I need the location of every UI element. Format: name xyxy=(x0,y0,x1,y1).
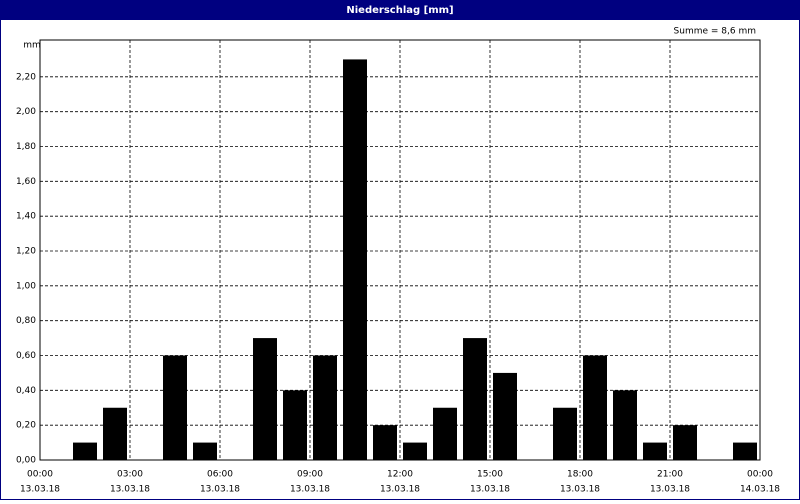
x-tick-label: 00:00 xyxy=(27,470,53,480)
bar xyxy=(343,59,367,461)
bar xyxy=(283,390,307,460)
y-tick-label: 0,00 xyxy=(16,456,36,466)
x-tick-label: 21:00 xyxy=(657,470,683,480)
bar xyxy=(403,442,427,460)
bar xyxy=(103,407,127,460)
bar xyxy=(733,442,757,460)
x-tick-date: 13.03.18 xyxy=(110,485,150,495)
bar xyxy=(643,442,667,460)
bar xyxy=(373,425,397,460)
x-tick-label: 15:00 xyxy=(477,470,503,480)
x-tick-label: 09:00 xyxy=(297,470,323,480)
x-tick-date: 13.03.18 xyxy=(200,485,240,495)
x-tick-date: 14.03.18 xyxy=(740,485,780,495)
y-tick-label: 1,60 xyxy=(16,177,36,187)
bar xyxy=(193,442,217,460)
x-tick-label: 12:00 xyxy=(387,470,413,480)
y-tick-label: 2,00 xyxy=(16,107,36,117)
x-tick-label: 06:00 xyxy=(207,470,233,480)
annotation: Summe = 8,6 mm xyxy=(674,27,756,37)
y-tick-label: 2,20 xyxy=(16,72,36,82)
bar xyxy=(493,372,517,460)
bar xyxy=(583,355,607,460)
x-tick-date: 13.03.18 xyxy=(290,485,330,495)
y-tick-label: 1,00 xyxy=(16,281,36,291)
title-bar xyxy=(0,0,800,20)
bar xyxy=(553,407,577,460)
y-tick-label: 1,20 xyxy=(16,247,36,257)
y-tick-label: 0,60 xyxy=(16,351,36,361)
chart-title: Niederschlag [mm] xyxy=(346,5,453,16)
bar xyxy=(433,407,457,460)
x-tick-date: 13.03.18 xyxy=(20,485,60,495)
bar xyxy=(313,355,337,460)
bar xyxy=(463,338,487,460)
bar xyxy=(613,390,637,460)
y-tick-label: 1,40 xyxy=(16,212,36,222)
x-tick-date: 13.03.18 xyxy=(470,485,510,495)
bar xyxy=(253,338,277,460)
y-tick-label: 0,40 xyxy=(16,386,36,396)
y-tick-label: 0,20 xyxy=(16,421,36,431)
x-tick-label: 00:00 xyxy=(747,470,773,480)
x-tick-label: 18:00 xyxy=(567,470,593,480)
bar xyxy=(673,425,697,460)
y-tick-label: 1,80 xyxy=(16,142,36,152)
y-axis-label: mm xyxy=(23,41,41,51)
bar xyxy=(163,355,187,460)
bar xyxy=(73,442,97,460)
x-tick-date: 13.03.18 xyxy=(380,485,420,495)
y-tick-label: 0,80 xyxy=(16,316,36,326)
x-tick-label: 03:00 xyxy=(117,470,143,480)
x-tick-date: 13.03.18 xyxy=(650,485,690,495)
x-tick-date: 13.03.18 xyxy=(560,485,600,495)
